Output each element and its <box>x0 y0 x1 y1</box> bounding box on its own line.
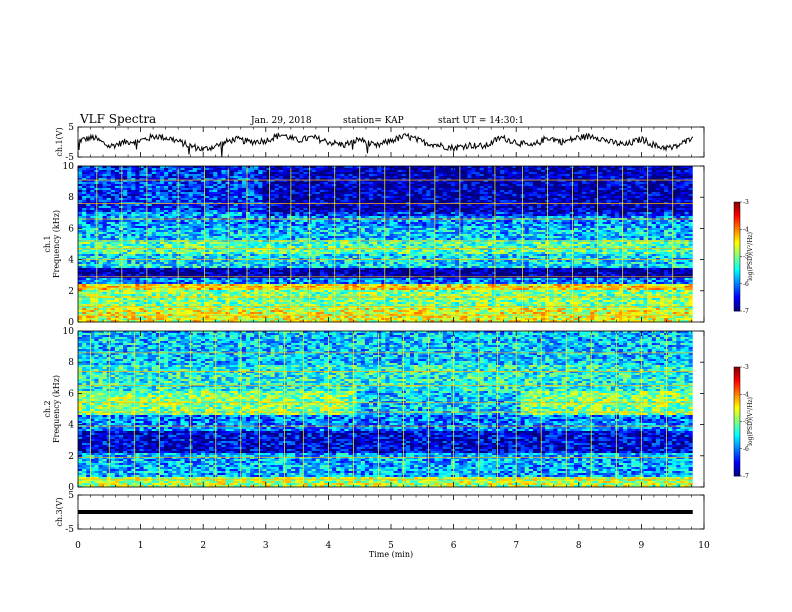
vlf-spectra-figure: VLF Spectra Jan. 29, 2018 station= KAP s… <box>0 0 792 612</box>
figure-date: Jan. 29, 2018 <box>250 116 312 126</box>
ch1-voltage-trace <box>78 133 693 157</box>
figure-title: VLF Spectra <box>79 112 156 126</box>
ch1-voltage-tick-label: 5 <box>68 123 74 133</box>
ch1-voltage-ylabel: ch.1(V) <box>55 127 64 156</box>
ch1-voltage-line <box>78 133 693 157</box>
figure-start-time: start UT = 14:30:1 <box>438 116 524 126</box>
figure-station: station= KAP <box>343 116 404 126</box>
ch1-voltage-panel: 5-5 ch.1(V) <box>55 123 704 163</box>
ch1-spectrogram <box>78 166 704 322</box>
